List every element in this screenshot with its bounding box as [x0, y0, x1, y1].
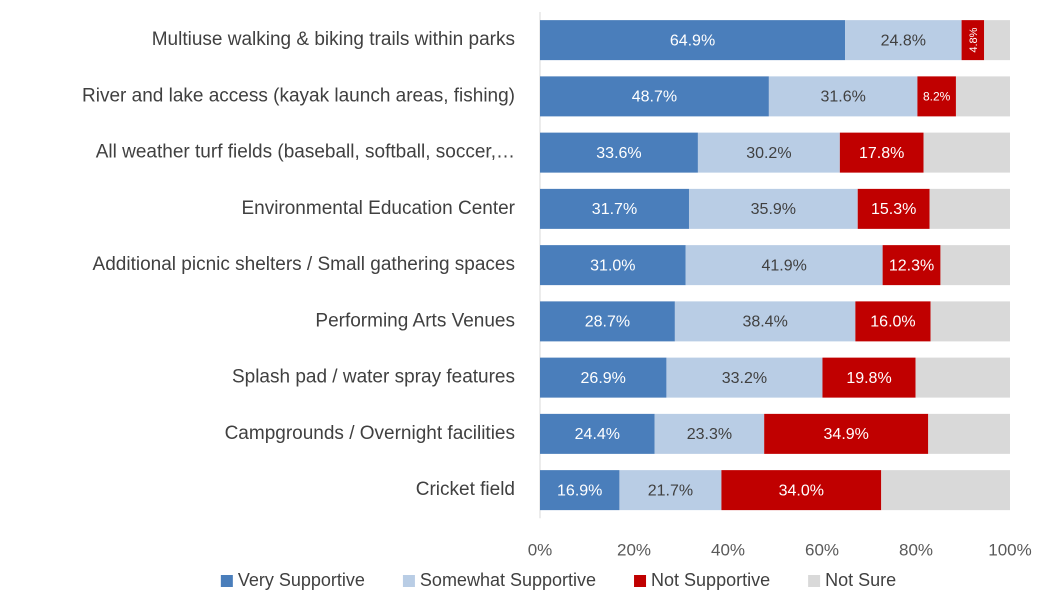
legend-label: Very Supportive [238, 570, 365, 590]
x-tick-label: 20% [617, 541, 651, 560]
x-tick-label: 80% [899, 541, 933, 560]
legend-swatch [402, 575, 415, 587]
data-label: 16.9% [557, 482, 602, 499]
bar-segment [839, 132, 924, 173]
data-label: 12.3% [889, 257, 934, 274]
x-tick-label: 100% [988, 541, 1031, 560]
data-label: 15.3% [871, 201, 916, 218]
data-label: 26.9% [581, 370, 626, 387]
bar-segment [540, 301, 675, 342]
category-label: Performing Arts Venues [315, 310, 515, 331]
data-label: 64.9% [670, 32, 715, 49]
data-label: 30.2% [746, 145, 791, 162]
bar-segment [540, 132, 698, 173]
data-label: 38.4% [742, 314, 787, 331]
x-tick-label: 0% [528, 541, 553, 560]
data-label: 31.7% [592, 201, 637, 218]
category-label: Environmental Education Center [241, 198, 515, 219]
legend-label: Somewhat Supportive [420, 570, 596, 590]
category-label: Campgrounds / Overnight facilities [225, 423, 515, 444]
bar-segment [721, 470, 882, 511]
bar-segment [917, 76, 956, 117]
data-label: 28.7% [585, 314, 630, 331]
bar-segment [619, 470, 722, 511]
bar-segment [764, 413, 929, 454]
category-label: Additional picnic shelters / Small gathe… [93, 254, 515, 275]
bar-segment [674, 301, 856, 342]
x-tick-label: 60% [805, 541, 839, 560]
data-label: 19.8% [846, 370, 891, 387]
legend: Very Supportive Somewhat Supportive Not Su… [220, 570, 896, 590]
legend-label: Not Supportive [651, 570, 770, 590]
bar-segment [540, 20, 846, 61]
bar-segment [955, 76, 1010, 117]
bar-segment [855, 301, 931, 342]
bar-segment [654, 413, 765, 454]
bar-segment [688, 188, 858, 229]
bar-segment [540, 357, 667, 398]
data-label: 24.8% [881, 32, 926, 49]
bar-segment [923, 132, 1010, 173]
bar-segment [845, 20, 962, 61]
category-label: River and lake access (kayak launch area… [82, 85, 515, 106]
bar-segment [540, 188, 689, 229]
data-label: 31.0% [590, 257, 635, 274]
bar-segment [768, 76, 918, 117]
category-label: Cricket field [416, 479, 515, 500]
data-label: 23.3% [687, 426, 732, 443]
data-label: 8.2% [923, 90, 951, 104]
data-label: 17.8% [859, 145, 904, 162]
bar-segment [540, 413, 655, 454]
bar-segment [940, 245, 1010, 286]
category-label: Multiuse walking & biking trails within … [152, 29, 515, 50]
data-label: 41.9% [761, 257, 806, 274]
data-label: 4.8% [968, 27, 980, 52]
bar-segment [540, 470, 620, 511]
bar-segment [882, 245, 941, 286]
data-label: 21.7% [648, 482, 693, 499]
bar-segment [697, 132, 840, 173]
data-label: 35.9% [751, 201, 796, 218]
bar-segment [915, 357, 1010, 398]
data-label: 48.7% [632, 89, 677, 106]
category-label: Splash pad / water spray features [232, 367, 515, 388]
legend-swatch [808, 575, 821, 587]
legend-swatch [634, 575, 647, 587]
bar-segment [685, 245, 883, 286]
data-label: 34.9% [824, 426, 869, 443]
bar-segment [929, 188, 1010, 229]
bar-segment [928, 413, 1010, 454]
data-label: 33.6% [596, 145, 641, 162]
data-label: 33.2% [722, 370, 767, 387]
bar-segment [881, 470, 1010, 511]
data-label: 16.0% [870, 314, 915, 331]
x-tick-label: 40% [711, 541, 745, 560]
data-label: 31.6% [820, 89, 865, 106]
legend-label: Not Sure [825, 570, 896, 590]
bar-segment [540, 245, 686, 286]
bar-segment [666, 357, 823, 398]
legend-swatch [220, 575, 233, 587]
data-label: 24.4% [575, 426, 620, 443]
data-label: 34.0% [779, 482, 824, 499]
bar-segment [857, 188, 930, 229]
bar-segment [984, 20, 1010, 61]
bar-segment [540, 76, 769, 117]
bar-segment [930, 301, 1010, 342]
bar-segment [822, 357, 916, 398]
bar-segment [961, 20, 985, 61]
category-label: All weather turf fields (baseball, softb… [96, 142, 515, 163]
